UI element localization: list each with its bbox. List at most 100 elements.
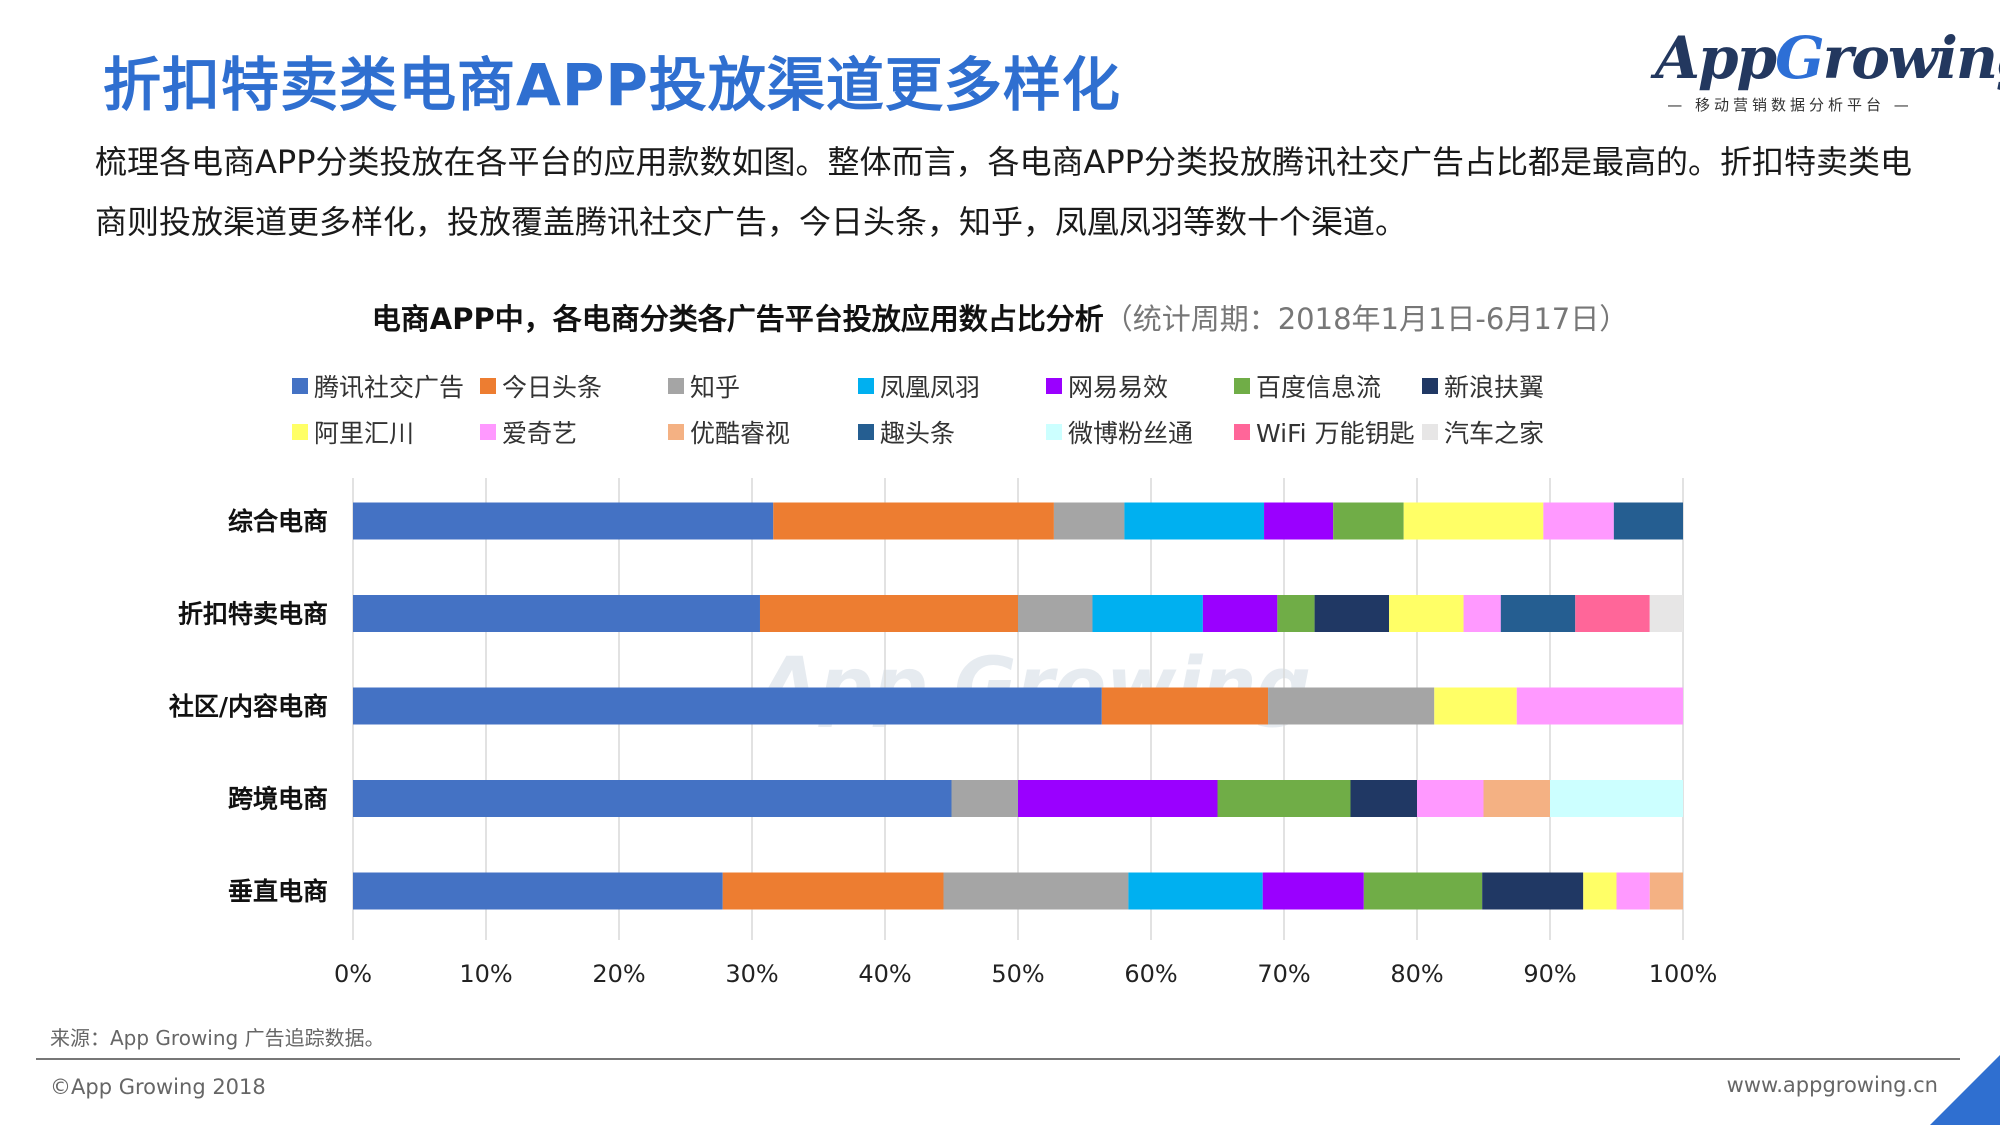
bar-segment — [1482, 872, 1584, 910]
legend-swatch — [668, 378, 684, 394]
legend-swatch — [480, 424, 496, 440]
legend-item: 腾讯社交广告 — [292, 368, 464, 404]
corner-decoration-bottom-right — [1930, 1055, 2000, 1125]
legend-item: 汽车之家 — [1422, 414, 1544, 450]
bar-segment — [1053, 502, 1125, 540]
legend-item: 新浪扶翼 — [1422, 368, 1544, 404]
chart-legend: 腾讯社交广告 今日头条 知乎 凤凰凤羽 网易易效 百度信息流 新浪扶翼阿里汇川 爱奇艺 优酷睿视… — [292, 368, 1692, 464]
bar-segment — [353, 687, 1102, 725]
bar-segment — [1124, 502, 1265, 540]
bar-segment — [1543, 502, 1614, 540]
legend-swatch — [858, 424, 874, 440]
legend-label: WiFi 万能钥匙 — [1256, 419, 1415, 448]
bar-segment — [1483, 780, 1550, 817]
legend-label: 爱奇艺 — [502, 419, 578, 448]
bar-segment — [1613, 502, 1683, 540]
legend-swatch — [858, 378, 874, 394]
legend-label: 优酷睿视 — [690, 419, 791, 448]
bar-segment — [353, 780, 952, 817]
legend-swatch — [1234, 378, 1250, 394]
legend-item: 今日头条 — [480, 368, 602, 404]
x-tick-label: 20% — [592, 960, 645, 988]
bar-segment — [1350, 780, 1417, 817]
category-label: 垂直电商 — [228, 877, 328, 906]
bar-segment — [1268, 687, 1435, 725]
bar-segment — [353, 872, 723, 910]
legend-item: 微博粉丝通 — [1046, 414, 1193, 450]
bar-segment — [722, 872, 944, 910]
bar-segment — [1463, 595, 1501, 632]
bar-segment — [1314, 595, 1390, 632]
chart-title: 电商APP中，各电商分类各广告平台投放应用数占比分析（统计周期：2018年1月1… — [0, 296, 2000, 338]
chart-title-main: 电商APP中，各电商分类各广告平台投放应用数占比分析 — [371, 302, 1104, 336]
x-tick-label: 40% — [858, 960, 911, 988]
legend-item: 百度信息流 — [1234, 368, 1381, 404]
bar-segment — [1516, 687, 1683, 725]
bar-segment — [1277, 595, 1315, 632]
source-note: 来源：App Growing 广告追踪数据。 — [50, 1026, 385, 1050]
bar-segment — [1363, 872, 1483, 910]
bar-segment — [1616, 872, 1650, 910]
legend-swatch — [1046, 424, 1062, 440]
legend-item: 凤凰凤羽 — [858, 368, 980, 404]
bar-segment — [1018, 780, 1218, 817]
legend-item: 阿里汇川 — [292, 414, 414, 450]
x-tick-label: 100% — [1649, 960, 1718, 988]
category-label: 折扣特卖电商 — [178, 600, 328, 629]
bar-segment — [1583, 872, 1617, 910]
legend-swatch — [480, 378, 496, 394]
bar-segment — [353, 595, 760, 632]
x-tick-label: 90% — [1523, 960, 1576, 988]
legend-label: 微博粉丝通 — [1068, 419, 1194, 448]
bar-segment — [1333, 502, 1404, 540]
x-tick-label: 10% — [459, 960, 512, 988]
bar-segment — [1128, 872, 1263, 910]
legend-label: 汽车之家 — [1444, 419, 1545, 448]
legend-item: 网易易效 — [1046, 368, 1168, 404]
legend-swatch — [292, 378, 308, 394]
x-tick-label: 30% — [725, 960, 778, 988]
legend-item: 知乎 — [668, 368, 740, 404]
bar-segment — [1417, 780, 1484, 817]
website-link[interactable]: www.appgrowing.cn — [1726, 1073, 1938, 1097]
bar-segment — [1389, 595, 1464, 632]
legend-item: 优酷睿视 — [668, 414, 790, 450]
bar-segment — [1649, 595, 1683, 632]
legend-swatch — [1046, 378, 1062, 394]
category-label: 跨境电商 — [228, 785, 328, 814]
x-tick-label: 0% — [334, 960, 372, 988]
bar-segment — [943, 872, 1129, 910]
x-tick-label: 50% — [991, 960, 1044, 988]
legend-label: 趣头条 — [880, 419, 956, 448]
legend-label: 新浪扶翼 — [1444, 373, 1545, 402]
legend-label: 腾讯社交广告 — [314, 373, 465, 402]
bar-segment — [1434, 687, 1517, 725]
stacked-bar-chart: 0% 10% 20% 30% 40% 50% 60% 70% 80% 90% 100% 综合电商折扣特… — [169, 478, 1718, 988]
bar-segment — [1262, 872, 1364, 910]
legend-swatch — [1234, 424, 1250, 440]
bar-segment — [1101, 687, 1269, 725]
bar-segment — [1018, 595, 1093, 632]
legend-item: 爱奇艺 — [480, 414, 577, 450]
legend-swatch — [1422, 424, 1438, 440]
legend-label: 网易易效 — [1068, 373, 1169, 402]
legend-label: 今日头条 — [502, 373, 603, 402]
bar-segment — [1403, 502, 1544, 540]
bar-segment — [1092, 595, 1203, 632]
bar-segment — [1500, 595, 1576, 632]
bar-segment — [1550, 780, 1683, 817]
logo-brand-g: G — [1775, 24, 1825, 92]
legend-label: 知乎 — [690, 373, 741, 402]
x-tick-label: 80% — [1390, 960, 1443, 988]
legend-label: 阿里汇川 — [314, 419, 415, 448]
x-tick-label: 70% — [1257, 960, 1310, 988]
logo-brand-suffix: rowing — [1822, 24, 2000, 92]
bar-segment — [951, 780, 1018, 817]
bar-segment — [1217, 780, 1351, 817]
bar-segment — [1202, 595, 1278, 632]
copyright: ©App Growing 2018 — [50, 1075, 266, 1099]
bar-segment — [353, 502, 774, 540]
legend-swatch — [668, 424, 684, 440]
